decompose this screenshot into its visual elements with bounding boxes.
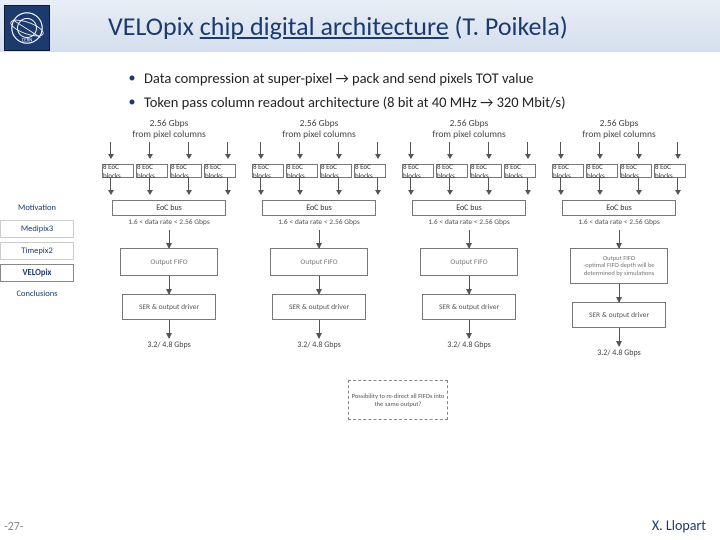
data-rate-label: 1.6 < data rate < 2.56 Gbps (550, 218, 688, 228)
ser-driver: SER & output driver (272, 294, 366, 320)
arrow-down (250, 230, 388, 248)
output-rate: 3.2/ 4.8 Gbps (100, 340, 238, 350)
nav-motivation[interactable]: Motivation (0, 200, 74, 216)
arrow-down (400, 276, 538, 294)
bullet-item: • Token pass column readout architecture… (120, 92, 700, 112)
arrow-down (400, 230, 538, 248)
arrow-down (100, 276, 238, 294)
eoc-block: 8 EoC blocks (586, 164, 618, 178)
header-bar: CERN VELOpix chip digital architecture (… (0, 0, 720, 52)
eoc-block: 8 EoC blocks (136, 164, 168, 178)
eoc-bus: EoC bus (112, 200, 226, 216)
eoc-block: 8 EoC blocks (320, 164, 352, 178)
gbps-label: 2.56 Gbpsfrom pixel columns (100, 118, 238, 140)
author-name: X. Llopart (652, 517, 706, 534)
arrows-top (550, 142, 688, 164)
gbps-label: 2.56 Gbpsfrom pixel columns (550, 118, 688, 140)
eoc-row: 8 EoC blocks8 EoC blocks8 EoC blocks8 Eo… (550, 164, 688, 178)
output-rate: 3.2/ 4.8 Gbps (550, 348, 688, 358)
ser-driver: SER & output driver (572, 302, 666, 328)
arrows-top (400, 142, 538, 164)
bullet-marker: • (120, 92, 144, 112)
nav-velopix[interactable]: VELOpix (0, 264, 74, 282)
diagram-column: 2.56 Gbpsfrom pixel columns8 EoC blocks8… (100, 118, 238, 508)
bullet-marker: • (120, 68, 144, 88)
gbps-label: 2.56 Gbpsfrom pixel columns (400, 118, 538, 140)
arrows-mid (550, 178, 688, 200)
ser-driver: SER & output driver (122, 294, 216, 320)
eoc-bus: EoC bus (412, 200, 526, 216)
arrows-top (100, 142, 238, 164)
svg-text:CERN: CERN (22, 37, 33, 43)
arrow-down (400, 320, 538, 338)
output-fifo: Output FIFO (420, 248, 518, 276)
page-number: -27- (4, 520, 24, 534)
eoc-block: 8 EoC blocks (470, 164, 502, 178)
arrow-down (100, 230, 238, 248)
eoc-block: 8 EoC blocks (252, 164, 284, 178)
eoc-block: 8 EoC blocks (286, 164, 318, 178)
gbps-label: 2.56 Gbpsfrom pixel columns (250, 118, 388, 140)
data-rate-label: 1.6 < data rate < 2.56 Gbps (250, 218, 388, 228)
data-rate-label: 1.6 < data rate < 2.56 Gbps (100, 218, 238, 228)
eoc-row: 8 EoC blocks8 EoC blocks8 EoC blocks8 Eo… (250, 164, 388, 178)
eoc-block: 8 EoC blocks (504, 164, 536, 178)
output-fifo: Output FIFO (270, 248, 368, 276)
arrow-down (250, 320, 388, 338)
arrows-mid (400, 178, 538, 200)
eoc-block: 8 EoC blocks (402, 164, 434, 178)
bullet-text: Token pass column readout architecture (… (144, 92, 566, 112)
eoc-bus: EoC bus (562, 200, 676, 216)
eoc-block: 8 EoC blocks (552, 164, 584, 178)
eoc-block: 8 EoC blocks (204, 164, 236, 178)
eoc-bus: EoC bus (262, 200, 376, 216)
arrow-down (550, 284, 688, 302)
eoc-row: 8 EoC blocks8 EoC blocks8 EoC blocks8 Eo… (400, 164, 538, 178)
page-title: VELOpix chip digital architecture (T. Po… (108, 10, 568, 42)
output-rate: 3.2/ 4.8 Gbps (250, 340, 388, 350)
arrows-top (250, 142, 388, 164)
output-rate: 3.2/ 4.8 Gbps (400, 340, 538, 350)
nav-conclusions[interactable]: Conclusions (0, 286, 74, 302)
nav-timepix2[interactable]: Timepix2 (0, 242, 74, 260)
eoc-block: 8 EoC blocks (436, 164, 468, 178)
eoc-block: 8 EoC blocks (354, 164, 386, 178)
arrows-mid (250, 178, 388, 200)
nav-medipix3[interactable]: Medipix3 (0, 220, 74, 238)
arrow-down (100, 320, 238, 338)
output-fifo: Output FIFO (120, 248, 218, 276)
eoc-row: 8 EoC blocks8 EoC blocks8 EoC blocks8 Eo… (100, 164, 238, 178)
architecture-diagram: Possibility to re-direct all FIFOs into … (100, 118, 700, 508)
data-rate-label: 1.6 < data rate < 2.56 Gbps (400, 218, 538, 228)
cern-logo: CERN (4, 5, 50, 51)
diagram-column: 2.56 Gbpsfrom pixel columns8 EoC blocks8… (250, 118, 388, 508)
arrow-down (550, 328, 688, 346)
bullet-text: Data compression at super-pixel → pack a… (144, 68, 533, 88)
output-fifo: Output FIFO-optimal FIFO depth will be d… (570, 248, 668, 284)
eoc-block: 8 EoC blocks (654, 164, 686, 178)
arrow-down (250, 276, 388, 294)
bullet-item: • Data compression at super-pixel → pack… (120, 68, 700, 88)
eoc-block: 8 EoC blocks (170, 164, 202, 178)
bullet-list: • Data compression at super-pixel → pack… (120, 68, 700, 116)
eoc-block: 8 EoC blocks (620, 164, 652, 178)
diagram-column: 2.56 Gbpsfrom pixel columns8 EoC blocks8… (400, 118, 538, 508)
arrow-down (550, 230, 688, 248)
arrows-mid (100, 178, 238, 200)
diagram-column: 2.56 Gbpsfrom pixel columns8 EoC blocks8… (550, 118, 688, 508)
ser-driver: SER & output driver (422, 294, 516, 320)
nav-sidebar: Motivation Medipix3 Timepix2 VELOpix Con… (0, 200, 74, 302)
eoc-block: 8 EoC blocks (102, 164, 134, 178)
